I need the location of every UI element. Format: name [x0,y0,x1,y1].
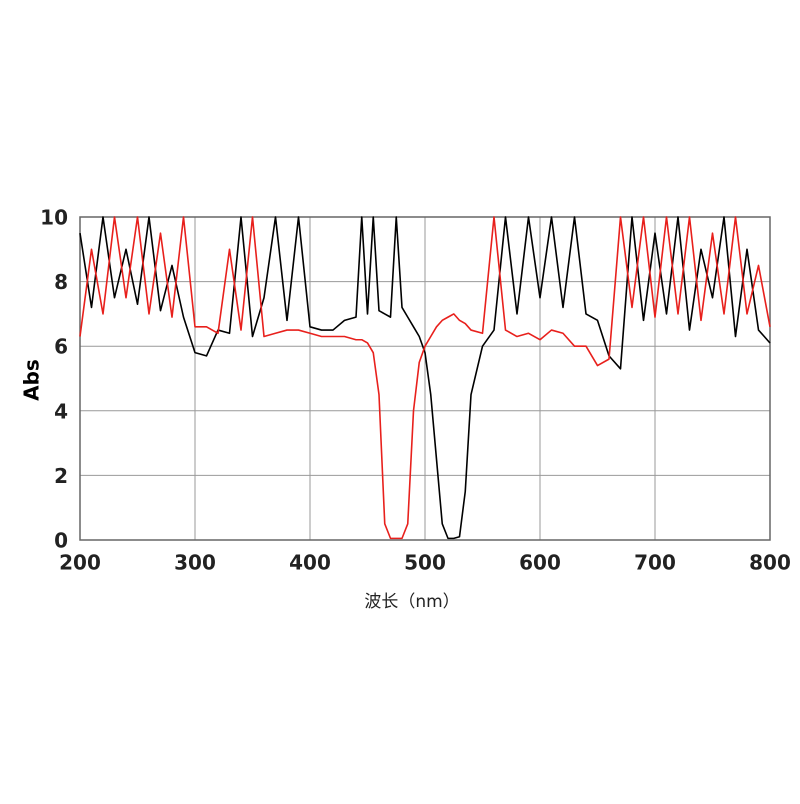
y-tick-label: 10 [40,206,68,230]
data-line [79,216,771,540]
x-tick-label: 200 [59,551,101,575]
x-tick-label: 500 [404,551,446,575]
plot-frame [79,216,771,541]
x-tick-label: 800 [749,551,791,575]
x-tick-label: 700 [634,551,676,575]
y-tick-label: 4 [54,399,68,423]
y-tick-label: 0 [54,529,68,553]
x-tick-label: 300 [174,551,216,575]
x-tick-label: 600 [519,551,561,575]
y-axis-label: Abs [20,359,44,401]
data-line [79,216,771,540]
x-tick-label: 400 [289,551,331,575]
y-tick-label: 6 [54,335,68,359]
x-axis-label: 波长（nm） [364,592,459,612]
y-tick-label: 2 [54,464,68,488]
y-tick-label: 8 [54,270,68,294]
